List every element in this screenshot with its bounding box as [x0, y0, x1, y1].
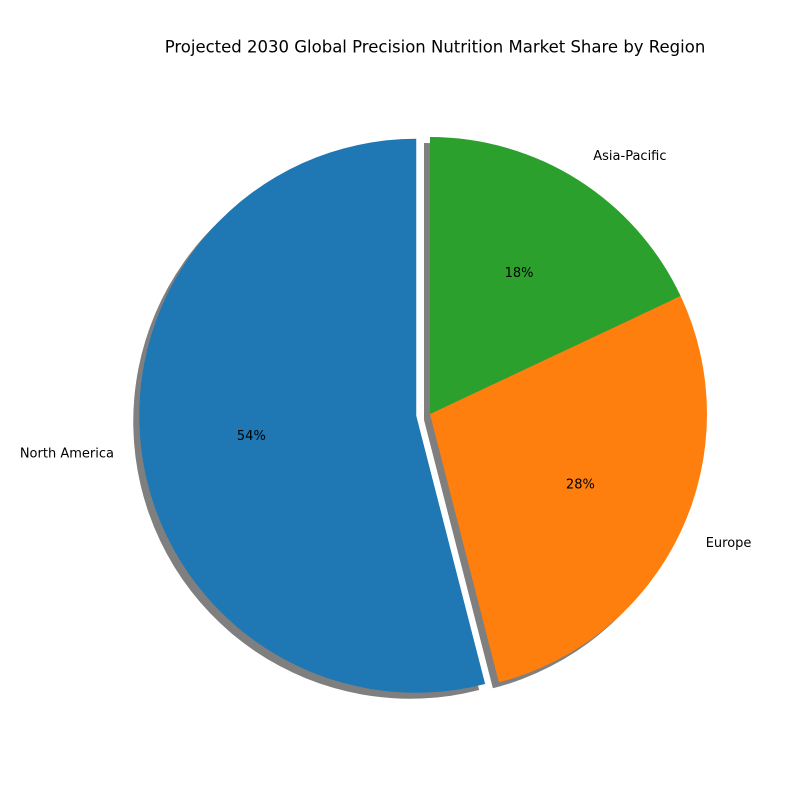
value-label: 28% — [566, 477, 595, 492]
labels: North America 54% Europe 28% Asia-Pacific 18% — [20, 149, 752, 551]
category-label: Europe — [706, 536, 752, 551]
wedge — [430, 296, 707, 683]
category-label: Asia-Pacific — [593, 149, 666, 164]
wedge — [139, 138, 486, 693]
category-label: North America — [20, 446, 114, 461]
wedges — [139, 136, 707, 693]
value-label: 18% — [505, 266, 534, 281]
wedge — [430, 136, 681, 414]
chart-title: Projected 2030 Global Precision Nutritio… — [165, 38, 706, 57]
value-label: 54% — [237, 429, 266, 444]
